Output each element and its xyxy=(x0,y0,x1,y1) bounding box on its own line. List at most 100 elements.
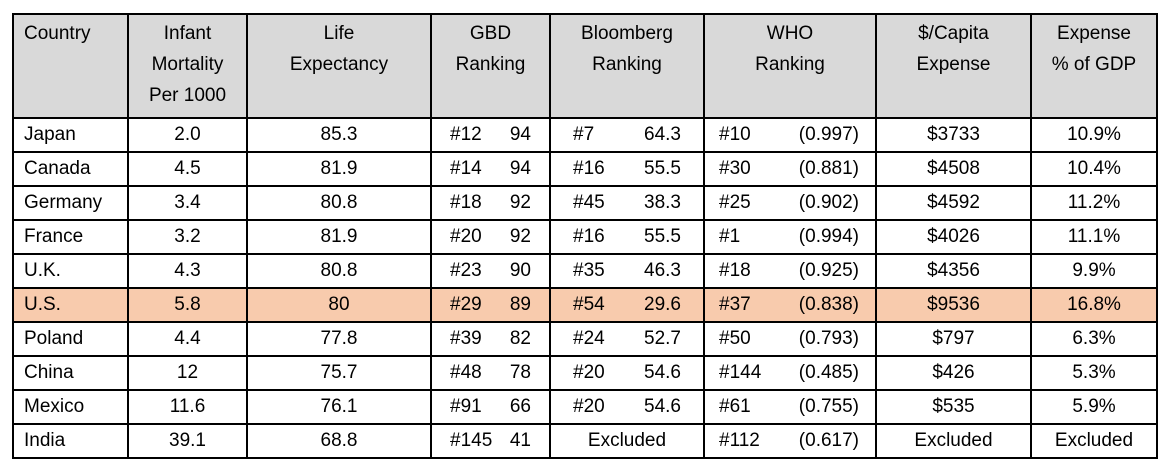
rank-value: #112 xyxy=(719,430,760,451)
score-value: 92 xyxy=(509,192,531,213)
table-row-china: China 12 75.7 #48 78 #20 54.6 #144 (0.485) $426 5.… xyxy=(12,355,1158,391)
score-value: 89 xyxy=(509,294,531,315)
cell-per-capita-expense: $4356 xyxy=(875,253,1032,289)
cell-per-capita-expense: $797 xyxy=(875,321,1032,357)
cell-per-capita-expense: $4592 xyxy=(875,185,1032,221)
cell-life-expectancy: 77.8 xyxy=(246,321,432,357)
rank-score-pair: #112 (0.617) xyxy=(707,430,873,452)
cell-bloomberg-ranking: #45 38.3 xyxy=(549,185,705,221)
rank-value: #145 xyxy=(450,430,493,451)
rank-value: #16 xyxy=(573,226,605,247)
rank-score-pair: #18 (0.925) xyxy=(707,260,873,282)
cell-country: Japan xyxy=(12,117,129,153)
cell-infant-mortality: 2.0 xyxy=(127,117,248,153)
cell-who-ranking: #144 (0.485) xyxy=(703,355,877,391)
score-value: 41 xyxy=(509,430,531,451)
cell-infant-mortality: 39.1 xyxy=(127,423,248,459)
cell-life-expectancy: 80 xyxy=(246,287,432,323)
cell-country: Canada xyxy=(12,151,129,187)
score-value: 92 xyxy=(509,226,531,247)
cell-bloomberg-ranking: #35 46.3 xyxy=(549,253,705,289)
cell-infant-mortality: 11.6 xyxy=(127,389,248,425)
cell-per-capita-expense: $3733 xyxy=(875,117,1032,153)
cell-country: France xyxy=(12,219,129,255)
column-header-expense-pct-of-gdp: Expense % of GDP xyxy=(1030,13,1158,119)
rank-value: #37 xyxy=(719,294,751,315)
cell-bloomberg-ranking: #54 29.6 xyxy=(549,287,705,323)
rank-score-pair: #20 54.6 xyxy=(553,362,701,384)
cell-who-ranking: #37 (0.838) xyxy=(703,287,877,323)
column-header-per-capita-expense: $/Capita Expense xyxy=(875,13,1032,119)
score-value: (0.925) xyxy=(798,260,859,281)
cell-who-ranking: #112 (0.617) xyxy=(703,423,877,459)
cell-expense-pct-of-gdp: 11.1% xyxy=(1030,219,1158,255)
column-header-country: Country xyxy=(12,13,129,119)
rank-score-pair: #91 66 xyxy=(434,396,547,418)
rank-value: #1 xyxy=(719,226,741,247)
rank-score-pair: #25 (0.902) xyxy=(707,192,873,214)
rank-score-pair: #29 89 xyxy=(434,294,547,316)
score-value: (0.755) xyxy=(798,396,859,417)
rank-value: #20 xyxy=(573,362,605,383)
score-value: (0.994) xyxy=(798,226,859,247)
health-comparison-table: Country Infant Mortality Per 1000 Life E… xyxy=(12,13,1158,459)
table-row-france: France 3.2 81.9 #20 92 #16 55.5 #1 (0.994) $4026 1… xyxy=(12,219,1158,255)
rank-value: #14 xyxy=(450,158,482,179)
score-value: 94 xyxy=(509,124,531,145)
cell-country: China xyxy=(12,355,129,391)
score-value: 29.6 xyxy=(644,294,681,315)
rank-score-pair: #61 (0.755) xyxy=(707,396,873,418)
rank-value: #24 xyxy=(573,328,605,349)
cell-infant-mortality: 3.4 xyxy=(127,185,248,221)
rank-value: #48 xyxy=(450,362,482,383)
rank-value: #20 xyxy=(450,226,482,247)
table-body: Japan 2.0 85.3 #12 94 #7 64.3 #10 (0.997) $3733 10… xyxy=(12,117,1158,459)
cell-expense-pct-of-gdp: 5.9% xyxy=(1030,389,1158,425)
rank-value: #61 xyxy=(719,396,751,417)
cell-per-capita-expense: $9536 xyxy=(875,287,1032,323)
rank-value: #20 xyxy=(573,396,605,417)
score-value: 90 xyxy=(509,260,531,281)
rank-value: #54 xyxy=(573,294,605,315)
rank-score-pair: #7 64.3 xyxy=(553,124,701,146)
cell-bloomberg-ranking: #16 55.5 xyxy=(549,219,705,255)
table-row-uk: U.K. 4.3 80.8 #23 90 #35 46.3 #18 (0.925) $4356 9.… xyxy=(12,253,1158,289)
cell-life-expectancy: 68.8 xyxy=(246,423,432,459)
rank-score-pair: #16 55.5 xyxy=(553,158,701,180)
cell-gbd-ranking: #14 94 xyxy=(430,151,551,187)
cell-life-expectancy: 81.9 xyxy=(246,219,432,255)
cell-gbd-ranking: #29 89 xyxy=(430,287,551,323)
rank-value: #144 xyxy=(719,362,762,383)
cell-life-expectancy: 76.1 xyxy=(246,389,432,425)
score-value: 38.3 xyxy=(644,192,681,213)
table-row-us: U.S. 5.8 80 #29 89 #54 29.6 #37 (0.838) $9536 16.8… xyxy=(12,287,1158,323)
cell-infant-mortality: 4.3 xyxy=(127,253,248,289)
column-header-who-ranking: WHO Ranking xyxy=(703,13,877,119)
table-row-canada: Canada 4.5 81.9 #14 94 #16 55.5 #30 (0.881) $4508… xyxy=(12,151,1158,187)
cell-expense-pct-of-gdp: 5.3% xyxy=(1030,355,1158,391)
cell-infant-mortality: 4.4 xyxy=(127,321,248,357)
cell-expense-pct-of-gdp: 11.2% xyxy=(1030,185,1158,221)
rank-value: #12 xyxy=(450,124,482,145)
score-value: (0.838) xyxy=(798,294,859,315)
cell-who-ranking: #10 (0.997) xyxy=(703,117,877,153)
rank-score-pair: #24 52.7 xyxy=(553,328,701,350)
cell-life-expectancy: 81.9 xyxy=(246,151,432,187)
rank-value: #30 xyxy=(719,158,751,179)
cell-bloomberg-ranking: #7 64.3 xyxy=(549,117,705,153)
rank-score-pair: #16 55.5 xyxy=(553,226,701,248)
cell-per-capita-expense: $535 xyxy=(875,389,1032,425)
cell-per-capita-expense: $4508 xyxy=(875,151,1032,187)
rank-score-pair: #30 (0.881) xyxy=(707,158,873,180)
rank-value: #39 xyxy=(450,328,482,349)
cell-per-capita-expense: Excluded xyxy=(875,423,1032,459)
score-value: (0.881) xyxy=(798,158,859,179)
score-value: 82 xyxy=(509,328,531,349)
cell-gbd-ranking: #145 41 xyxy=(430,423,551,459)
rank-score-pair: #23 90 xyxy=(434,260,547,282)
cell-per-capita-expense: $4026 xyxy=(875,219,1032,255)
cell-bloomberg-ranking: #24 52.7 xyxy=(549,321,705,357)
cell-expense-pct-of-gdp: 10.4% xyxy=(1030,151,1158,187)
cell-gbd-ranking: #23 90 xyxy=(430,253,551,289)
